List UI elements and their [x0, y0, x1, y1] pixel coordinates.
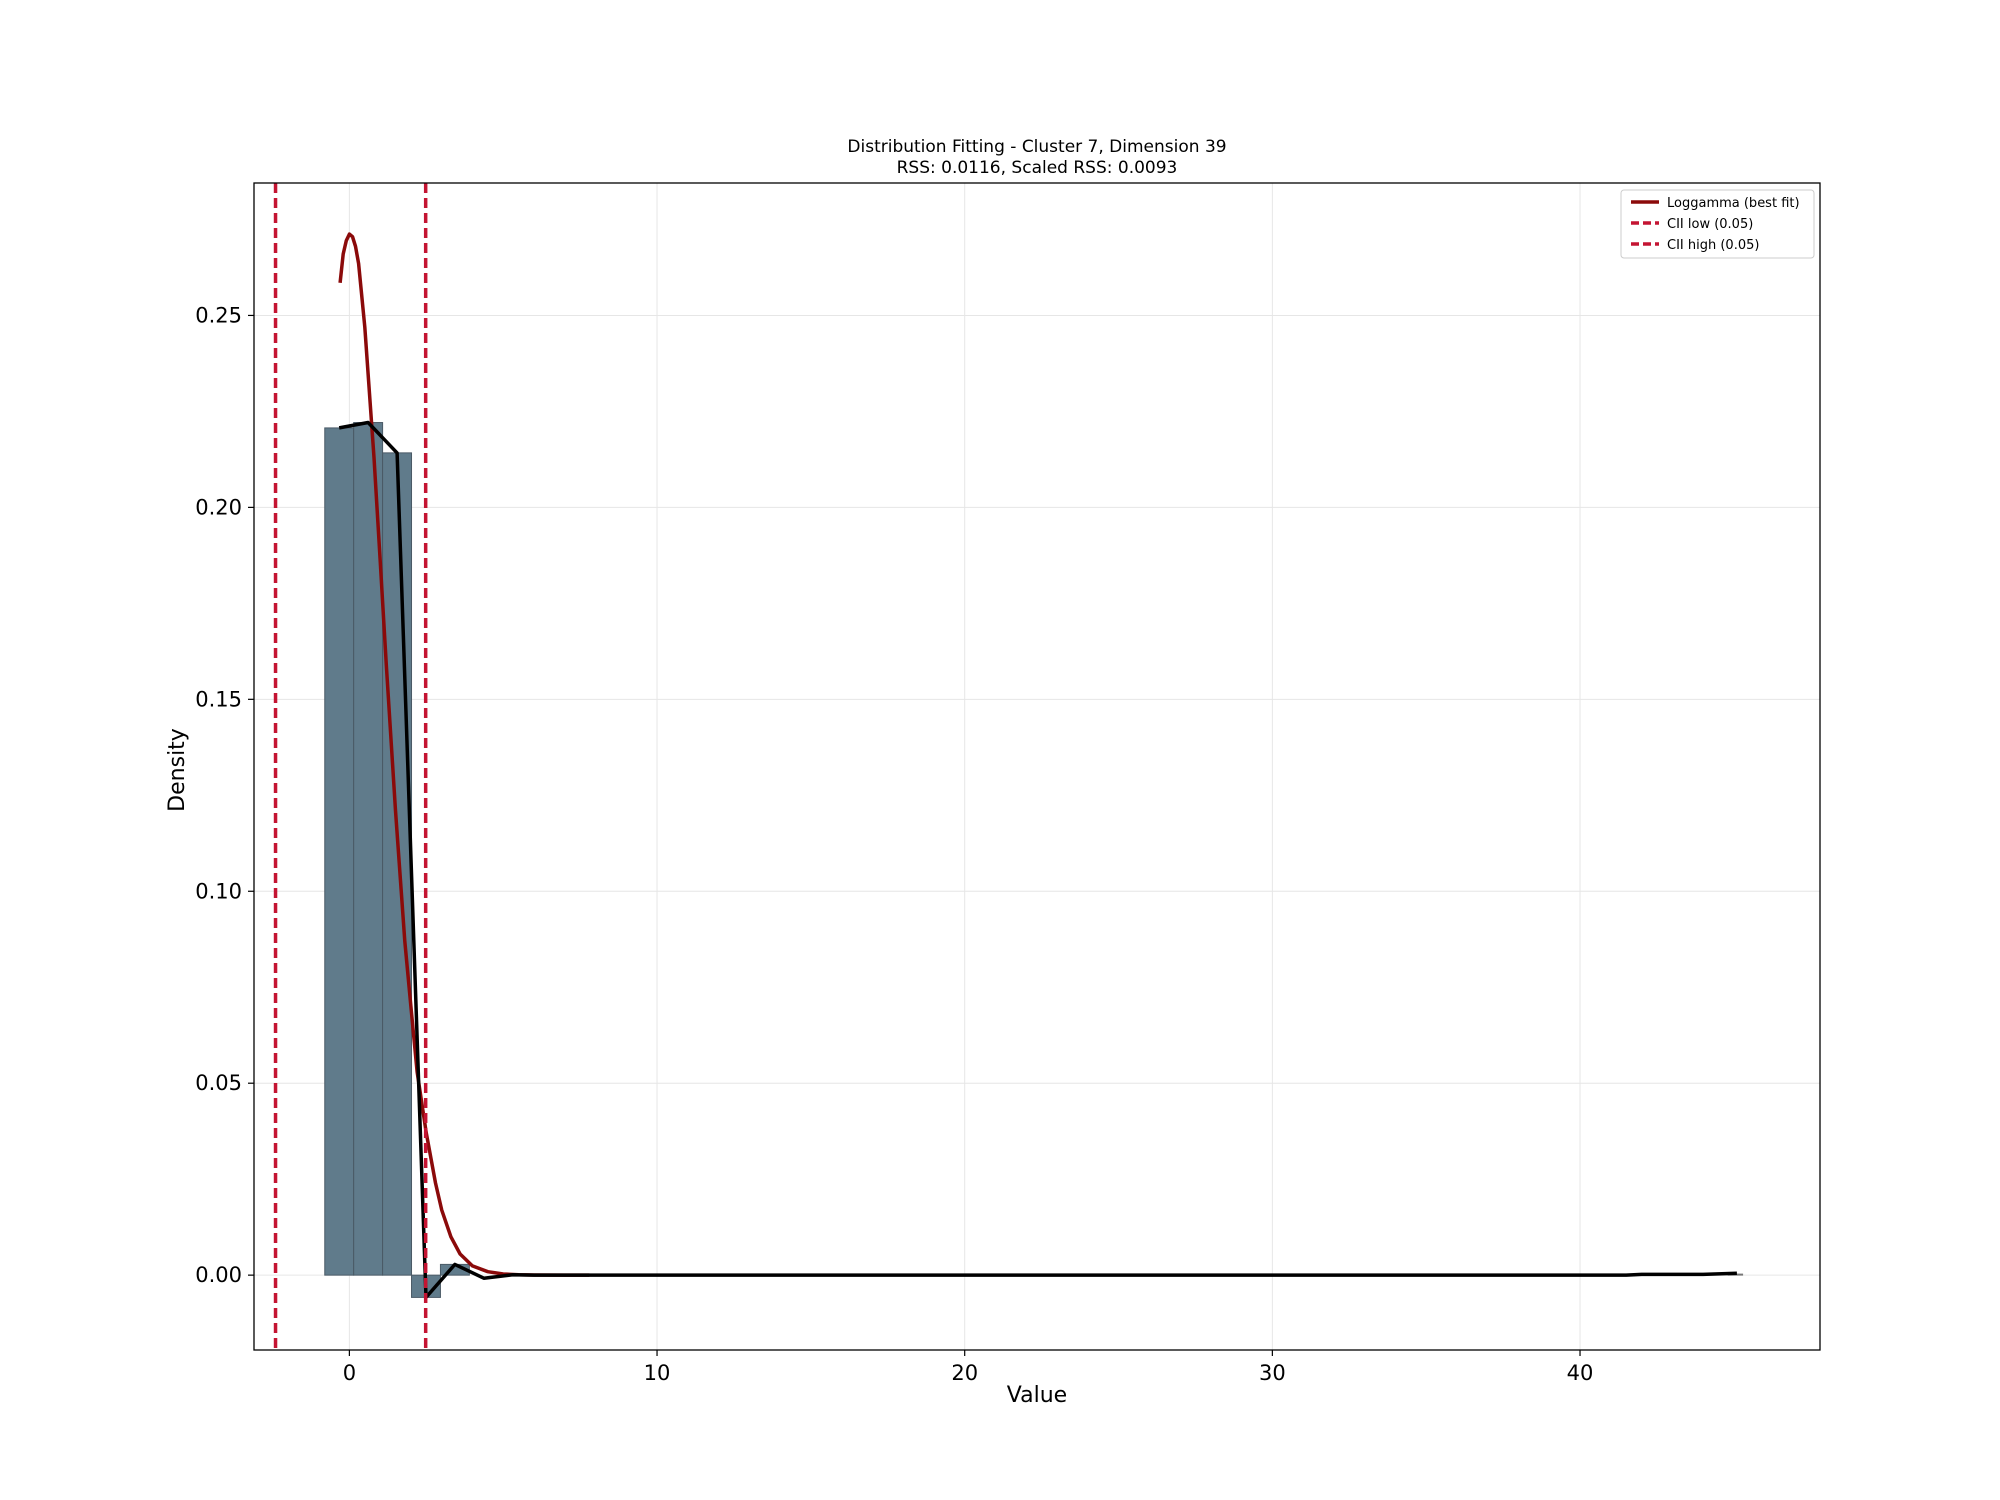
y-axis-label: Density — [165, 728, 190, 812]
y-tick-label: 0.25 — [195, 303, 242, 327]
y-tick-label: 0.15 — [195, 687, 242, 711]
legend-label-fit: Loggamma (best fit) — [1667, 196, 1800, 211]
legend-label-cii-low: CII low (0.05) — [1667, 217, 1753, 232]
histogram — [324, 422, 1744, 1298]
y-tick-label: 0.20 — [195, 495, 242, 519]
y-tick-label: 0.00 — [195, 1263, 242, 1287]
histogram-bar — [382, 452, 413, 1276]
empirical-density-line — [338, 420, 1737, 1300]
x-tick-label: 30 — [1259, 1361, 1286, 1385]
lines — [338, 232, 1737, 1300]
x-tick-label: 10 — [644, 1361, 671, 1385]
axis-ticks: 0 10 20 30 40 0.00 0.05 0.10 0.15 0.20 0.25 — [195, 303, 1593, 1385]
legend-box — [1620, 189, 1815, 259]
grid — [254, 183, 1820, 1350]
y-tick-label: 0.10 — [195, 879, 242, 903]
x-tick-label: 0 — [343, 1361, 356, 1385]
chart-title: Distribution Fitting - Cluster 7, Dimens… — [847, 137, 1226, 157]
legend: Loggamma (best fit) CII low (0.05) CII h… — [1620, 189, 1815, 259]
x-tick-label: 40 — [1567, 1361, 1594, 1385]
plot-frame — [253, 182, 1821, 1351]
y-tick-label: 0.05 — [195, 1071, 242, 1095]
chart-subtitle: RSS: 0.0116, Scaled RSS: 0.0093 — [897, 158, 1178, 178]
histogram-bar — [324, 427, 355, 1276]
fit-curve-line — [338, 232, 590, 1277]
x-axis-label: Value — [1007, 1383, 1067, 1408]
legend-label-cii-high: CII high (0.05) — [1667, 238, 1759, 253]
x-tick-label: 20 — [951, 1361, 978, 1385]
